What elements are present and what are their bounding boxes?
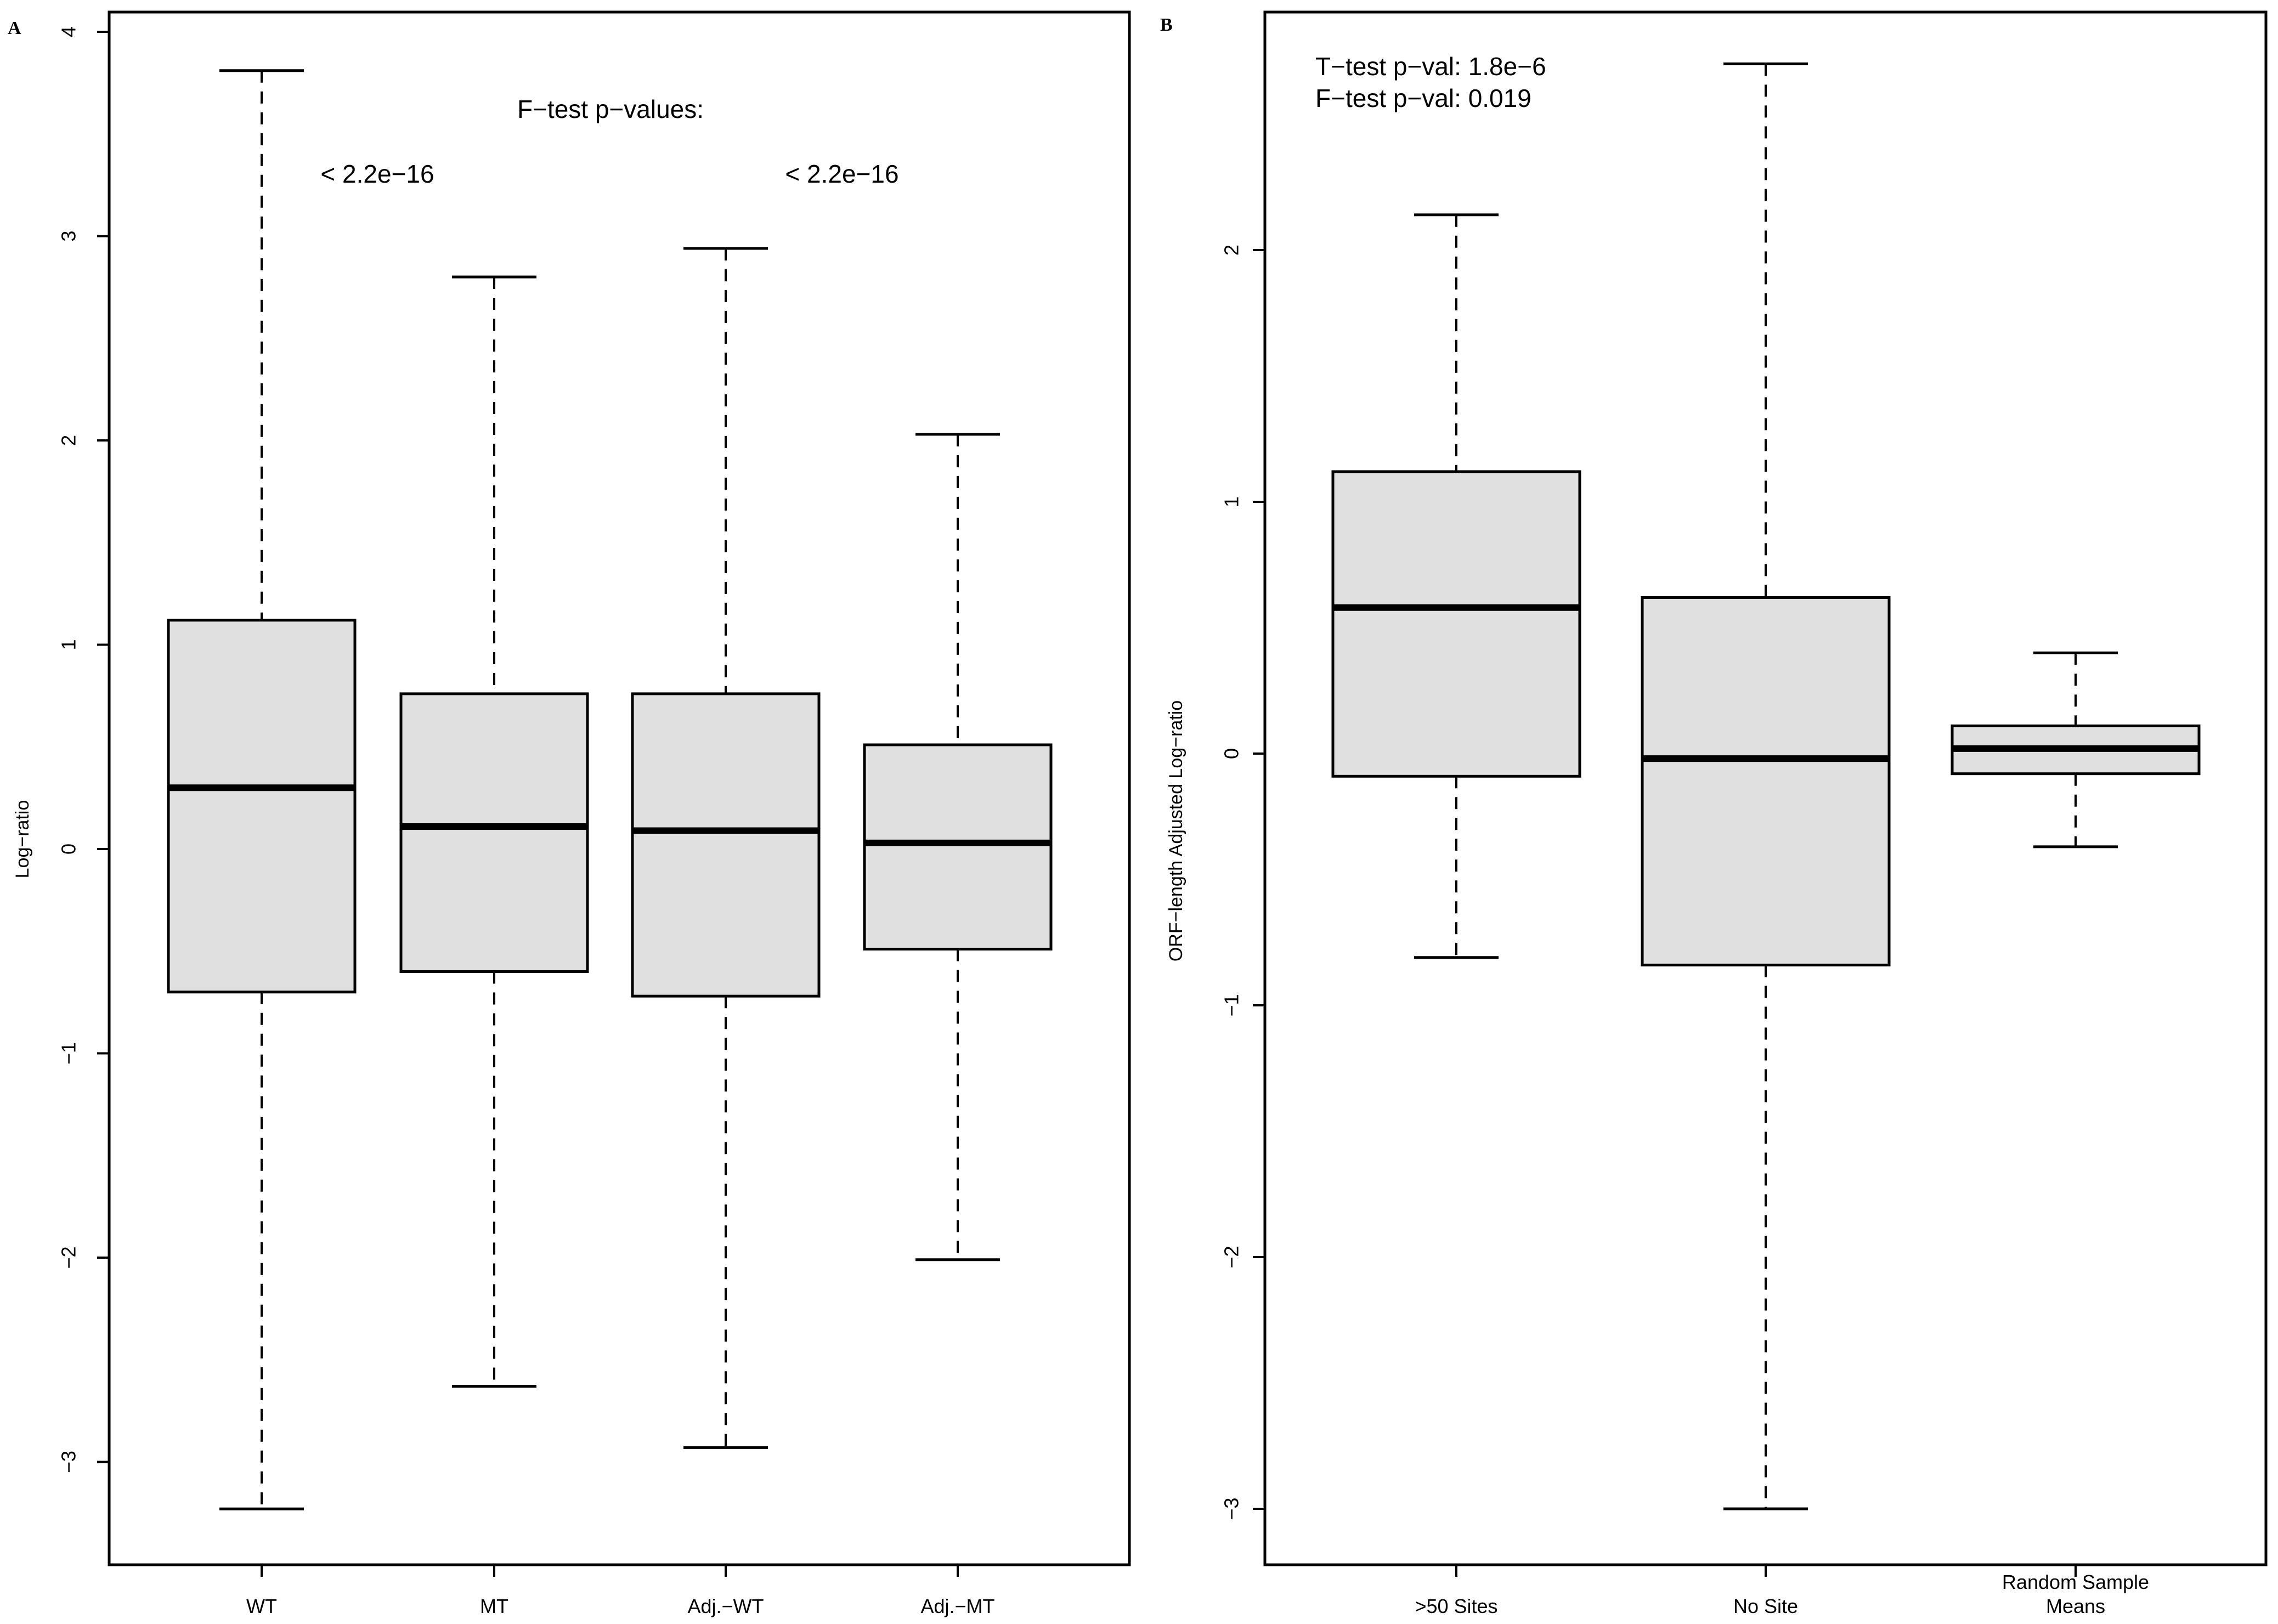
- panel-a-wt-box: [167, 619, 357, 994]
- panel-a-mt-box: [399, 692, 589, 974]
- panel-b-y-tick-label: 1: [1220, 496, 1243, 507]
- panel-b-50-sites-box: [1331, 470, 1581, 778]
- panel-b-y-axis-label: ORF−length Adjusted Log−ratio: [1166, 700, 1186, 961]
- panel-b-no-site-box: [1641, 596, 1891, 967]
- panel-b-50-sites-x-tick-label: >50 Sites: [1415, 1595, 1497, 1617]
- panel-b-y-tick-label: 2: [1220, 245, 1243, 256]
- panel-a-y-tick-label: 1: [58, 639, 80, 650]
- panel-b-random-sample-means-x-tick-label: Means: [2046, 1595, 2105, 1617]
- panel-b-letter: B: [1160, 15, 1173, 35]
- panel-a: A Log−ratio F−test p−values: < 2.2e−16 <…: [8, 10, 1131, 1617]
- panel-a-annotation-pval-1: < 2.2e−16: [320, 160, 434, 188]
- panel-a-y-tick-label: −1: [58, 1042, 80, 1065]
- panel-a-y-axis-label: Log−ratio: [12, 800, 33, 879]
- panel-b-marks: −3 −2 −1 0 1 2 >50 Sites No Site Random SampleMe…: [1220, 62, 2201, 1617]
- panel-a-y-tick-label: −2: [58, 1246, 80, 1269]
- panel-b: B ORF−length Adjusted Log−ratio T−test p…: [1160, 10, 2268, 1617]
- panel-a-adj-wt-x-tick-label: Adj.−WT: [687, 1595, 764, 1617]
- panel-a-letter: A: [8, 18, 21, 38]
- panel-b-y-tick-label: −2: [1220, 1246, 1243, 1268]
- panel-a-annotation-pval-2: < 2.2e−16: [785, 160, 898, 188]
- panel-a-y-tick-label: −3: [58, 1451, 80, 1473]
- panel-b-annotation-ftest: F−test p−val: 0.019: [1315, 84, 1531, 112]
- panel-a-y-tick-label: 0: [58, 844, 80, 855]
- panel-a-annotation-title: F−test p−values:: [517, 95, 704, 123]
- panel-b-annotation-ttest: T−test p−val: 1.8e−6: [1315, 52, 1546, 81]
- panel-a-y-tick-label: 2: [58, 435, 80, 446]
- panel-a-y-tick-label: 3: [58, 230, 80, 241]
- panel-b-y-tick-label: −1: [1220, 994, 1243, 1016]
- panel-a-wt-x-tick-label: WT: [246, 1595, 277, 1617]
- panel-b-no-site-x-tick-label: No Site: [1733, 1595, 1798, 1617]
- panel-a-plot-frame: [108, 10, 1131, 1566]
- panel-a-y-tick-label: 4: [58, 26, 80, 37]
- panel-b-y-tick-label: 0: [1220, 748, 1243, 759]
- panel-a-adj-wt-box: [631, 692, 821, 998]
- panel-a-marks: −3 −2 −1 0 1 2 3 4 WT MT Adj.−WT Adj.−MT: [58, 26, 1053, 1617]
- panel-a-mt-x-tick-label: MT: [480, 1595, 508, 1617]
- panel-a-adj-mt-box: [863, 743, 1053, 951]
- panel-a-adj-mt-x-tick-label: Adj.−MT: [920, 1595, 994, 1617]
- panel-b-random-sample-means-x-tick-label: Random Sample: [2002, 1571, 2149, 1593]
- panel-b-y-tick-label: −3: [1220, 1497, 1243, 1520]
